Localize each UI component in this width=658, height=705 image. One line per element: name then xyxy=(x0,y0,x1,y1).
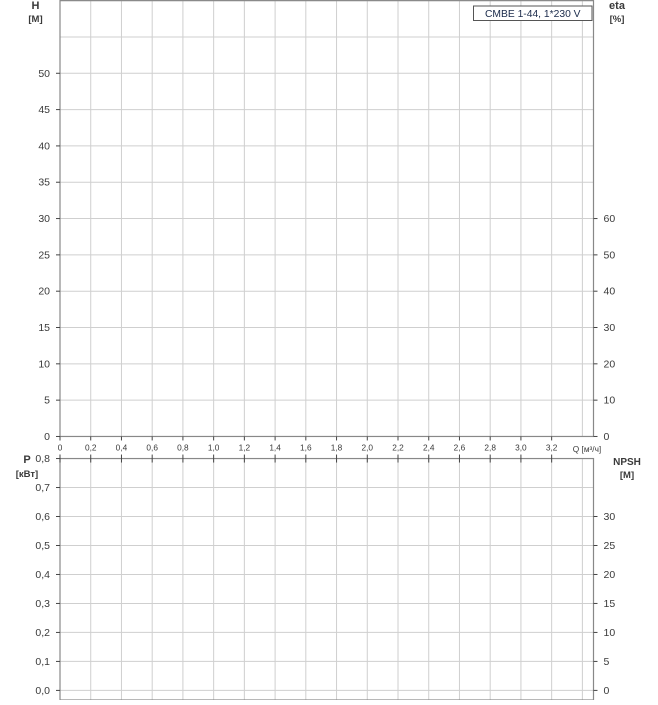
svg-text:50: 50 xyxy=(38,68,50,80)
svg-text:0,2: 0,2 xyxy=(35,627,50,639)
svg-text:[кВт]: [кВт] xyxy=(16,469,38,480)
svg-text:35: 35 xyxy=(38,177,50,189)
svg-text:0,3: 0,3 xyxy=(35,598,50,610)
svg-text:H: H xyxy=(32,0,40,12)
svg-text:30: 30 xyxy=(38,213,50,225)
svg-text:5: 5 xyxy=(604,656,610,668)
svg-text:[%]: [%] xyxy=(610,14,625,25)
svg-text:20: 20 xyxy=(604,569,616,581)
svg-text:2,8: 2,8 xyxy=(484,442,496,452)
svg-text:0,7: 0,7 xyxy=(35,482,50,494)
svg-text:NPSH: NPSH xyxy=(613,457,641,468)
svg-text:0,6: 0,6 xyxy=(35,511,50,523)
svg-text:0: 0 xyxy=(58,442,63,452)
svg-text:60: 60 xyxy=(604,213,616,225)
svg-text:0,1: 0,1 xyxy=(35,656,50,668)
svg-text:45: 45 xyxy=(38,104,50,116)
svg-text:0,4: 0,4 xyxy=(35,569,50,581)
svg-text:0,5: 0,5 xyxy=(35,540,50,552)
svg-text:1,8: 1,8 xyxy=(331,442,343,452)
svg-text:Q [м³/ч]: Q [м³/ч] xyxy=(573,444,601,454)
svg-text:1,4: 1,4 xyxy=(269,442,281,452)
svg-text:3,0: 3,0 xyxy=(515,442,527,452)
svg-text:P: P xyxy=(23,454,30,466)
svg-text:0,2: 0,2 xyxy=(85,442,97,452)
svg-text:0,4: 0,4 xyxy=(116,442,128,452)
svg-text:20: 20 xyxy=(604,358,616,370)
svg-text:eta: eta xyxy=(609,0,626,12)
svg-text:2,2: 2,2 xyxy=(392,442,404,452)
svg-text:0,8: 0,8 xyxy=(177,442,189,452)
svg-text:1,2: 1,2 xyxy=(239,442,251,452)
svg-text:0,8: 0,8 xyxy=(35,453,50,465)
svg-text:15: 15 xyxy=(604,598,616,610)
svg-text:30: 30 xyxy=(604,511,616,523)
svg-text:1,0: 1,0 xyxy=(208,442,220,452)
svg-text:30: 30 xyxy=(604,322,616,334)
svg-text:25: 25 xyxy=(38,249,50,261)
svg-text:10: 10 xyxy=(604,395,616,407)
svg-text:0: 0 xyxy=(44,431,50,443)
svg-text:10: 10 xyxy=(604,627,616,639)
svg-text:5: 5 xyxy=(44,395,50,407)
svg-text:10: 10 xyxy=(38,358,50,370)
svg-text:1,6: 1,6 xyxy=(300,442,312,452)
svg-text:20: 20 xyxy=(38,286,50,298)
svg-text:3,2: 3,2 xyxy=(546,442,558,452)
svg-text:25: 25 xyxy=(604,540,616,552)
svg-text:0: 0 xyxy=(604,431,610,443)
svg-text:[M]: [M] xyxy=(28,14,42,25)
svg-text:40: 40 xyxy=(38,140,50,152)
svg-text:2,0: 2,0 xyxy=(362,442,374,452)
svg-text:15: 15 xyxy=(38,322,50,334)
svg-text:CMBE 1-44, 1*230 V: CMBE 1-44, 1*230 V xyxy=(485,9,581,20)
svg-text:40: 40 xyxy=(604,286,616,298)
svg-text:50: 50 xyxy=(604,249,616,261)
svg-text:0: 0 xyxy=(604,685,610,697)
svg-text:2,4: 2,4 xyxy=(423,442,435,452)
svg-text:0,0: 0,0 xyxy=(35,685,50,697)
svg-text:[M]: [M] xyxy=(620,470,634,481)
svg-text:0,6: 0,6 xyxy=(146,442,158,452)
svg-text:2,6: 2,6 xyxy=(454,442,466,452)
